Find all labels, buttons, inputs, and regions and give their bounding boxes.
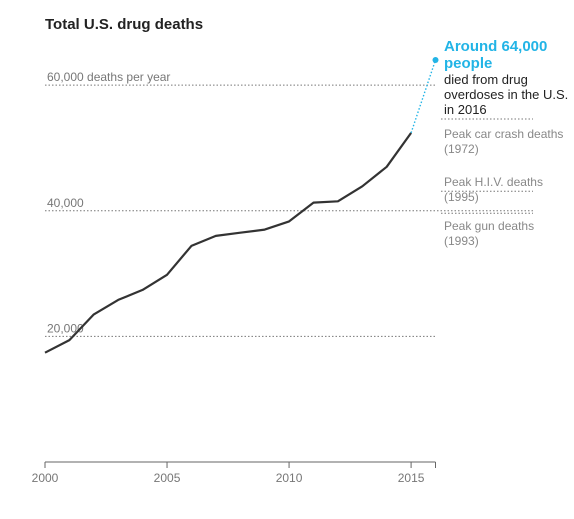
reference-lines bbox=[441, 118, 533, 214]
series-layer bbox=[44, 57, 439, 354]
series-line bbox=[44, 132, 412, 354]
x-tick-label: 2000 bbox=[32, 471, 59, 485]
y-tick-label: 60,000 deaths per year bbox=[47, 70, 170, 84]
highlight-text: died from drug overdoses in the U.S. in … bbox=[444, 72, 569, 117]
peak-hiv-label: Peak H.I.V. deaths (1995) bbox=[444, 175, 543, 204]
projection-line bbox=[410, 59, 437, 134]
highlight-point bbox=[432, 57, 439, 63]
x-tick-label: 2015 bbox=[398, 471, 425, 485]
x-axis: 2000 2005 2010 2015 bbox=[32, 461, 436, 485]
gridlines: 60,000 deaths per year 40,000 20,000 bbox=[45, 70, 534, 337]
peak-gun-label: Peak gun deaths (1993) bbox=[444, 219, 535, 248]
highlight-headline: Around 64,000 people bbox=[444, 38, 548, 72]
x-tick-label: 2005 bbox=[154, 471, 181, 485]
y-tick-label: 40,000 bbox=[47, 196, 84, 210]
y-tick-label: 20,000 bbox=[47, 321, 84, 335]
peak-car-crash-label: Peak car crash deaths (1972) bbox=[444, 127, 564, 156]
chart-title: Total U.S. drug deaths bbox=[45, 16, 204, 33]
x-tick-label: 2010 bbox=[276, 471, 303, 485]
